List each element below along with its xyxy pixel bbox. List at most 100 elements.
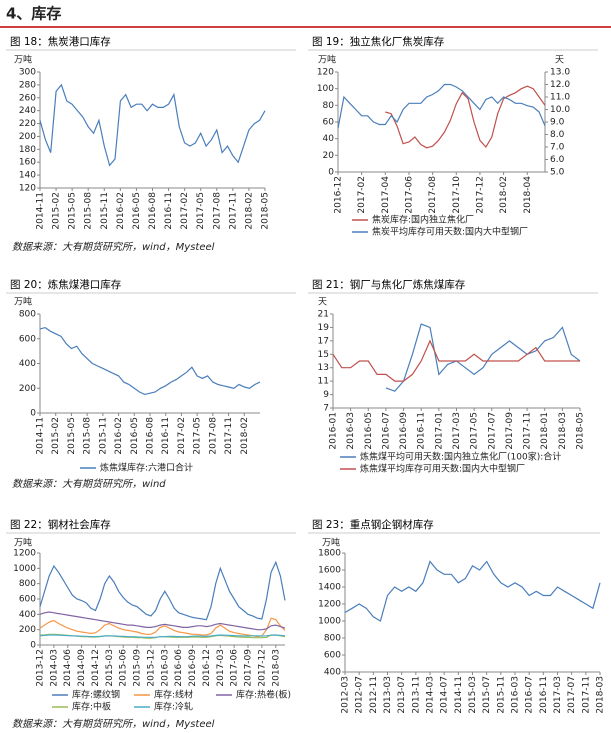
data-line: [385, 85, 546, 149]
y-tick-label: 80: [323, 101, 335, 111]
legend-label: 库存:线材: [154, 689, 193, 701]
x-tick-label: 2017-06: [230, 649, 240, 687]
x-tick-label: 2013-11: [411, 676, 421, 714]
figure-title: 图 23：重点钢企钢材库存: [312, 518, 434, 531]
x-tick-label: 2016-05: [132, 192, 142, 230]
y-axis-unit: 天: [318, 298, 327, 308]
x-tick-label: 2017-12: [475, 176, 485, 214]
x-tick-label: 2016-11: [161, 417, 171, 455]
x-tick-label: 2016-11: [417, 412, 427, 450]
x-tick-label: 2016-07: [381, 412, 391, 450]
x-tick-label: 2016-03: [346, 412, 356, 450]
x-tick-label: 2018-02: [244, 192, 254, 230]
x-tick-label: 2015-11: [100, 192, 110, 230]
y-tick-label: 19: [318, 323, 330, 333]
x-tick-label: 2014-06: [63, 649, 73, 687]
x-tick-label: 2015-02: [51, 417, 61, 455]
x-tick-label: 2015-07: [482, 676, 492, 714]
x-tick-label: 2017-08: [428, 176, 438, 214]
y2-axis-unit: 天: [555, 56, 564, 66]
y-tick-label: 120: [19, 184, 36, 194]
data-line: [39, 83, 266, 167]
x-tick-label: 2016-07: [525, 676, 535, 714]
figure-title: 图 20：炼焦煤港口库存: [10, 278, 122, 291]
x-tick-label: 2014-03: [49, 649, 59, 687]
x-tick-label: 2016-08: [146, 417, 156, 455]
y-tick-label: 15: [318, 350, 329, 360]
y-tick-label: 800: [19, 310, 36, 320]
x-tick-label: 2014-11: [36, 192, 46, 230]
x-tick-label: 2014-12: [91, 649, 101, 687]
y-tick-label: 300: [19, 68, 36, 78]
y2-tick-label: 5.0: [550, 168, 565, 178]
x-tick-label: 2017-01: [434, 412, 444, 450]
y-tick-label: 800: [324, 634, 341, 644]
y-tick-label: 20: [323, 151, 335, 161]
x-tick-label: 2015-08: [83, 417, 93, 455]
data-line: [332, 339, 580, 382]
x-tick-label: 2017-05: [193, 417, 203, 455]
data-line: [39, 617, 286, 638]
y-axis-unit: 万吨: [322, 537, 340, 549]
x-tick-label: 2017-03: [553, 676, 563, 714]
y2-tick-label: 8.0: [550, 130, 565, 140]
legend-label: 库存:热卷(板): [236, 689, 291, 701]
y-tick-label: 13: [318, 363, 329, 373]
data-line: [39, 611, 286, 631]
x-tick-label: 2014-11: [36, 417, 46, 455]
figure-title: 图 21：钢厂与焦化厂炼焦煤库存: [312, 278, 466, 291]
x-tick-label: 2017-12: [257, 649, 267, 687]
x-tick-label: 2018-05: [261, 192, 271, 230]
y-tick-label: 21: [318, 310, 329, 320]
x-tick-label: 2018-04: [523, 176, 533, 214]
x-tick-label: 2012-11: [369, 676, 379, 714]
x-tick-label: 2018-02: [240, 417, 250, 455]
legend-label: 库存:中板: [72, 701, 111, 713]
y-tick-label: 60: [323, 118, 335, 128]
y-tick-label: 100: [317, 84, 334, 94]
y2-tick-label: 10.0: [550, 105, 570, 115]
x-tick-label: 2014-09: [77, 649, 87, 687]
legend-label: 炼焦煤平均库存可用天数:国内大中型钢厂: [360, 463, 525, 475]
x-tick-label: 2017-05: [196, 192, 206, 230]
section-heading: 4、库存: [6, 5, 61, 23]
y-axis-unit: 万吨: [14, 296, 32, 308]
source-note: 数据来源：大有期货研究所，wind: [12, 478, 166, 490]
figure-title: 图 22：钢材社会库存: [10, 518, 111, 531]
y2-tick-label: 6.0: [550, 155, 565, 165]
x-tick-label: 2017-09: [244, 649, 254, 687]
y-tick-label: 600: [19, 595, 36, 605]
x-tick-label: 2017-08: [208, 417, 218, 455]
x-tick-label: 2017-03: [216, 649, 226, 687]
y-tick-label: 1200: [13, 549, 36, 559]
x-tick-label: 2014-11: [454, 676, 464, 714]
y-axis-unit: 万吨: [318, 54, 336, 66]
x-tick-label: 2015-11: [98, 417, 108, 455]
y-tick-label: 200: [19, 384, 36, 394]
legend-label: 炼焦煤库存:六港口合计: [100, 462, 193, 474]
y-tick-label: 1200: [318, 600, 341, 610]
x-tick-label: 2015-03: [105, 649, 115, 687]
x-tick-label: 2012-07: [355, 676, 365, 714]
y-tick-label: 7: [323, 404, 329, 414]
x-tick-label: 2018-03: [558, 412, 568, 450]
data-line: [385, 323, 581, 392]
x-tick-label: 2017-02: [180, 192, 190, 230]
y-tick-label: 40: [323, 134, 335, 144]
x-tick-label: 2017-09: [505, 412, 515, 450]
x-tick-label: 2013-07: [397, 676, 407, 714]
legend-label: 焦炭库存:国内独立焦化厂: [372, 214, 474, 226]
x-tick-label: 2016-09: [188, 649, 198, 687]
data-line: [39, 326, 261, 396]
x-tick-label: 2016-11: [539, 676, 549, 714]
y-axis-unit: 万吨: [14, 537, 32, 549]
x-tick-label: 2017-11: [224, 417, 234, 455]
x-tick-label: 2015-02: [52, 192, 62, 230]
x-tick-label: 2016-01: [329, 412, 339, 450]
x-tick-label: 2014-07: [440, 676, 450, 714]
legend-label: 库存:螺纹钢: [72, 689, 120, 701]
x-tick-label: 2015-11: [496, 676, 506, 714]
y-axis-unit: 万吨: [14, 54, 32, 66]
x-tick-label: 2015-03: [468, 676, 478, 714]
